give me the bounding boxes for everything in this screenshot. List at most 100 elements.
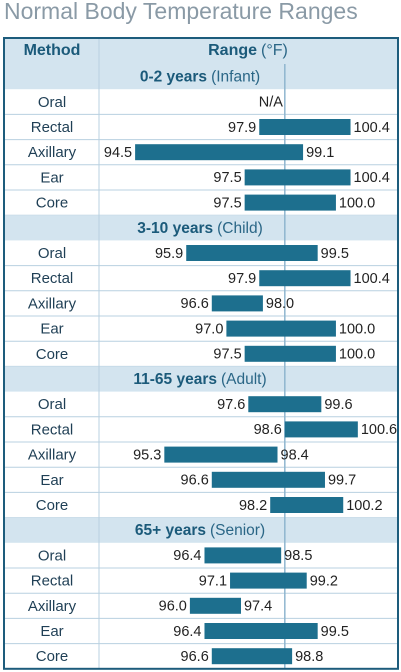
- bars: 0-2 years (Infant) Oral N/A Rectal 97.9 100.4 A…: [3, 37, 399, 670]
- method-label: Oral: [38, 245, 66, 262]
- method-label: Oral: [38, 547, 66, 564]
- group-row: [4, 215, 398, 241]
- high-label: 99.6: [324, 397, 352, 413]
- range-bar: [244, 194, 336, 211]
- high-label: 100.0: [339, 321, 375, 337]
- group-row: [4, 517, 398, 543]
- range-bar: [189, 597, 241, 614]
- low-label: 98.6: [254, 422, 282, 438]
- low-label: 94.5: [104, 145, 132, 161]
- low-label: 98.2: [239, 498, 267, 514]
- method-label: Core: [36, 497, 69, 514]
- group-row: [4, 366, 398, 392]
- range-bar: [244, 345, 336, 362]
- range-bar: [244, 169, 351, 186]
- group-label: 11-65 years (Adult): [133, 371, 266, 388]
- group-sublabel: (Senior): [210, 522, 265, 539]
- group-label: 65+ years (Senior): [135, 522, 265, 539]
- method-label: Core: [36, 346, 69, 363]
- range-bar: [204, 623, 318, 639]
- range-header: Range (°F): [208, 42, 288, 59]
- group-name: 65+ years: [135, 522, 206, 539]
- group-name: 11-65 years: [133, 371, 217, 388]
- method-label: Oral: [38, 396, 66, 413]
- table-border: [3, 37, 399, 670]
- group-row: [4, 64, 398, 90]
- header-row: [4, 38, 398, 64]
- method-label: Axillary: [28, 447, 77, 464]
- range-bar: [226, 320, 336, 337]
- range-bar: [230, 572, 307, 589]
- reference-layer: [98, 38, 286, 669]
- high-label: 99.5: [321, 246, 349, 262]
- low-label: 97.6: [217, 397, 245, 413]
- range-bar: [211, 471, 325, 488]
- range-bar: [259, 270, 351, 287]
- method-label: Axillary: [28, 598, 77, 615]
- method-label: Core: [36, 195, 69, 212]
- high-label: 100.2: [346, 498, 382, 514]
- range-bar: [211, 648, 293, 665]
- method-label: Axillary: [28, 295, 77, 312]
- high-label: 99.2: [310, 573, 338, 589]
- low-label: 95.9: [155, 246, 183, 262]
- high-label: 99.5: [321, 624, 349, 640]
- method-label: Axillary: [28, 144, 77, 161]
- group-name: 3-10 years: [137, 220, 213, 237]
- low-label: 95.3: [133, 447, 161, 463]
- high-label: 100.0: [339, 195, 375, 211]
- high-label: 98.0: [266, 296, 294, 312]
- high-label: 100.4: [354, 120, 390, 136]
- group-label: 3-10 years (Child): [137, 220, 263, 237]
- high-label: 100.4: [354, 170, 390, 186]
- high-label: 97.4: [244, 599, 272, 615]
- low-label: 97.5: [213, 347, 241, 363]
- method-label: Ear: [40, 169, 63, 186]
- high-label: 98.5: [284, 548, 312, 564]
- low-label: 96.0: [159, 599, 187, 615]
- low-label: 97.5: [213, 195, 241, 211]
- method-label: Ear: [40, 623, 63, 640]
- method-label: Oral: [38, 94, 66, 111]
- group-sublabel: (Infant): [211, 69, 260, 86]
- unit-header: (°F): [261, 42, 288, 59]
- rows: [4, 64, 398, 670]
- method-label: Ear: [40, 472, 63, 489]
- chart-title: Normal Body Temperature Ranges: [4, 0, 358, 24]
- high-label: 100.6: [361, 422, 397, 438]
- low-label: 97.1: [199, 573, 227, 589]
- high-label: 99.1: [306, 145, 334, 161]
- low-label: 96.4: [173, 624, 201, 640]
- range-bar: [211, 295, 263, 312]
- method-label: Rectal: [31, 270, 74, 287]
- low-label: 96.4: [173, 548, 201, 564]
- range-bar: [248, 396, 322, 413]
- high-label: 99.7: [328, 473, 356, 489]
- high-label: 100.0: [339, 347, 375, 363]
- range-bar: [164, 446, 278, 463]
- range-bar: [135, 144, 304, 161]
- range-bar: [204, 547, 282, 564]
- range-bar: [284, 421, 358, 438]
- range-bar: [259, 119, 351, 135]
- range-bar: [186, 245, 318, 261]
- low-label: 97.9: [228, 271, 256, 287]
- method-label: Rectal: [31, 119, 74, 136]
- range-header-text: Range: [208, 42, 257, 59]
- low-label: 96.6: [181, 473, 209, 489]
- low-label: 96.6: [181, 649, 209, 665]
- group-sublabel: (Child): [217, 220, 263, 237]
- high-label: 100.4: [354, 271, 390, 287]
- low-label: 97.9: [228, 120, 256, 136]
- high-label: 98.4: [281, 447, 309, 463]
- group-sublabel: (Adult): [221, 371, 267, 388]
- method-label: Rectal: [31, 573, 74, 590]
- group-name: 0-2 years: [140, 69, 207, 86]
- method-header: Method: [24, 42, 81, 59]
- range-bar: [270, 497, 344, 513]
- group-label: 0-2 years (Infant): [140, 69, 260, 86]
- method-label: Core: [36, 648, 69, 665]
- low-label: 97.5: [213, 170, 241, 186]
- note: N/A: [259, 95, 284, 111]
